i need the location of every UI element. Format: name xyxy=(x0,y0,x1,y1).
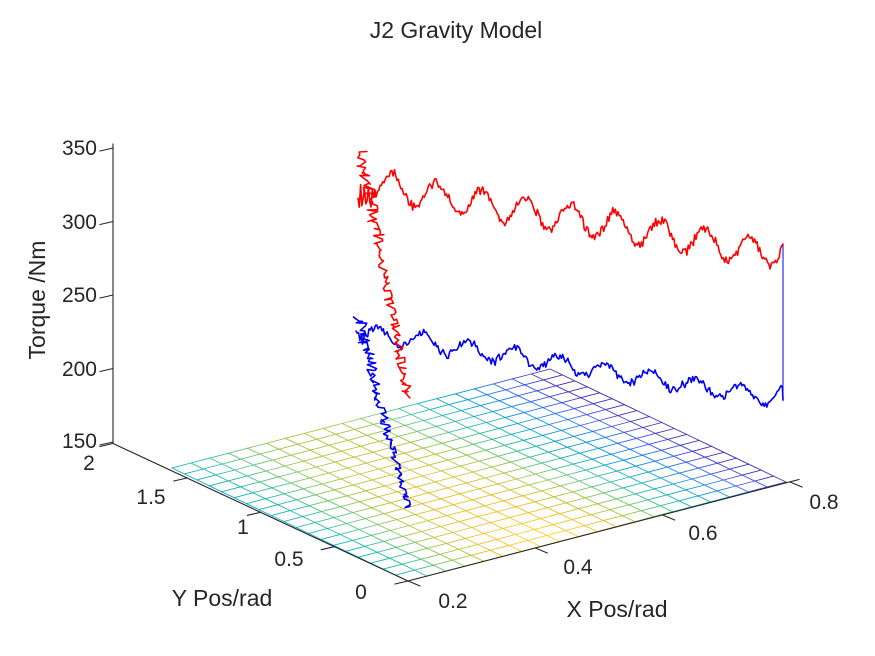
x-axis-label: X Pos/rad xyxy=(567,596,668,622)
z-tick-200: 200 xyxy=(62,358,97,381)
z-tick-150: 150 xyxy=(62,430,97,453)
x-axis-line xyxy=(407,478,800,582)
red-trace-tail xyxy=(356,150,412,399)
y-tick-0: 0 xyxy=(355,581,367,604)
y-tick-1p5: 1.5 xyxy=(136,486,165,509)
y-axis-ticks xyxy=(99,442,409,585)
y-tick-0p5: 0.5 xyxy=(274,548,303,571)
labels: J2 Gravity Model Torque /Nm Y Pos/rad X … xyxy=(24,17,839,622)
x-tick-0p6: 0.6 xyxy=(688,522,717,545)
x-tick-0p8: 0.8 xyxy=(809,491,838,514)
plot-title: J2 Gravity Model xyxy=(370,17,543,43)
surface-mesh xyxy=(171,368,787,582)
x-axis-ticks xyxy=(407,481,803,587)
z-tick-250: 250 xyxy=(62,284,97,307)
axes xyxy=(99,143,803,587)
blue-trace-tail xyxy=(352,316,412,509)
red-torque-trace xyxy=(357,169,784,270)
y-tick-2: 2 xyxy=(83,452,95,475)
z-tick-300: 300 xyxy=(62,211,97,234)
y-axis-label: Y Pos/rad xyxy=(172,585,273,611)
blue-torque-trace xyxy=(355,324,784,408)
torque-curves xyxy=(352,150,784,509)
z-axis-ticks xyxy=(99,147,114,446)
y-tick-1: 1 xyxy=(237,516,249,539)
x-tick-0p2: 0.2 xyxy=(438,590,467,613)
z-axis-label: Torque /Nm xyxy=(24,241,50,360)
z-tick-350: 350 xyxy=(62,137,97,160)
x-tick-0p4: 0.4 xyxy=(563,556,593,579)
